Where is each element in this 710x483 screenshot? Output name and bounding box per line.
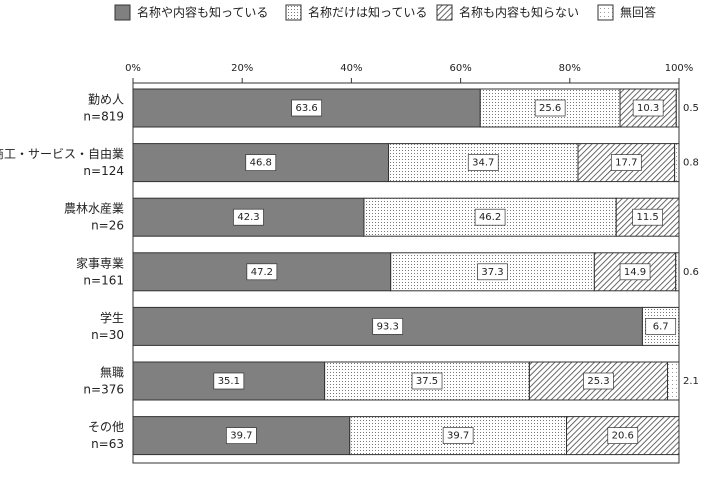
value-label-box: [245, 154, 277, 171]
value-label: 25.6: [539, 103, 561, 114]
value-label-box: [632, 99, 664, 117]
bar-segment: [675, 252, 680, 292]
x-tick-label: 60%: [449, 63, 471, 74]
x-tick-label: 80%: [559, 63, 581, 74]
category-label: 農林水産業: [64, 201, 124, 216]
value-label-box: [607, 427, 639, 444]
category-label: 無職: [100, 365, 124, 380]
legend-label: 名称や内容も知っている: [137, 5, 268, 20]
value-label: 0.5: [683, 103, 699, 114]
value-label-box: [610, 154, 642, 171]
value-label: 20.6: [612, 431, 634, 442]
category-count: n=819: [83, 110, 124, 124]
value-label-box: [226, 427, 257, 444]
value-label: 17.7: [615, 158, 637, 169]
category-count: n=63: [91, 437, 124, 451]
x-tick-label: 20%: [231, 63, 253, 74]
bar-segment: [615, 197, 680, 237]
category-count: n=26: [91, 219, 124, 233]
value-label: 46.8: [250, 158, 272, 169]
legend-swatch: [597, 4, 614, 21]
value-label: 11.5: [636, 212, 658, 223]
value-label-box: [213, 372, 245, 390]
legend-label: 名称だけは知っている: [308, 5, 427, 20]
value-label: 2.1: [683, 376, 699, 387]
value-label: 39.7: [230, 431, 252, 442]
value-label: 46.2: [479, 212, 501, 223]
value-label: 42.3: [237, 212, 259, 223]
bar-segment: [674, 143, 680, 183]
value-label-box: [632, 208, 663, 226]
value-label-box: [372, 318, 404, 335]
category-label: 学生: [100, 310, 124, 325]
category-label: 家事専業: [76, 255, 124, 270]
x-tick-label: 0%: [125, 63, 141, 74]
value-label-box: [246, 263, 278, 281]
value-label: 93.3: [377, 321, 399, 332]
category-label: 勤め人: [88, 93, 124, 107]
value-label: 14.9: [624, 267, 646, 278]
value-label-box: [583, 372, 614, 390]
category-count: n=124: [83, 164, 124, 178]
value-label: 39.7: [447, 431, 469, 442]
value-label: 34.7: [472, 158, 494, 169]
value-label-box: [477, 263, 508, 281]
value-label-box: [233, 208, 264, 226]
x-tick-label: 40%: [340, 63, 362, 74]
value-label-box: [534, 99, 566, 117]
value-label: 47.2: [251, 267, 273, 278]
value-label-box: [645, 318, 677, 335]
value-label: 37.3: [481, 267, 503, 278]
legend-swatch: [285, 4, 302, 21]
value-label: 10.3: [637, 103, 659, 114]
value-label: 63.6: [295, 103, 317, 114]
value-label: 35.1: [218, 376, 240, 387]
value-label-box: [474, 208, 506, 226]
value-label-box: [442, 427, 474, 444]
value-label-box: [291, 99, 322, 117]
category-label: その他: [88, 420, 124, 434]
value-label: 0.8: [683, 158, 699, 169]
category-label: 商工・サービス・自由業: [0, 146, 124, 161]
legend-label: 無回答: [620, 5, 656, 20]
legend-label: 名称も内容も知らない: [459, 5, 579, 20]
category-count: n=161: [83, 273, 124, 287]
bar-segment: [675, 88, 680, 128]
category-count: n=30: [91, 328, 124, 342]
value-label: 6.7: [653, 321, 669, 332]
x-tick-label: 100%: [665, 63, 694, 74]
value-label: 37.5: [416, 376, 438, 387]
bar-segment: [667, 361, 680, 401]
legend-swatch: [436, 4, 453, 21]
value-label-box: [411, 372, 443, 390]
legend-swatch: [114, 4, 131, 21]
value-label: 25.3: [587, 376, 609, 387]
value-label-box: [619, 263, 651, 281]
value-label-box: [467, 154, 499, 171]
value-label: 0.6: [683, 267, 699, 278]
category-count: n=376: [83, 383, 124, 397]
